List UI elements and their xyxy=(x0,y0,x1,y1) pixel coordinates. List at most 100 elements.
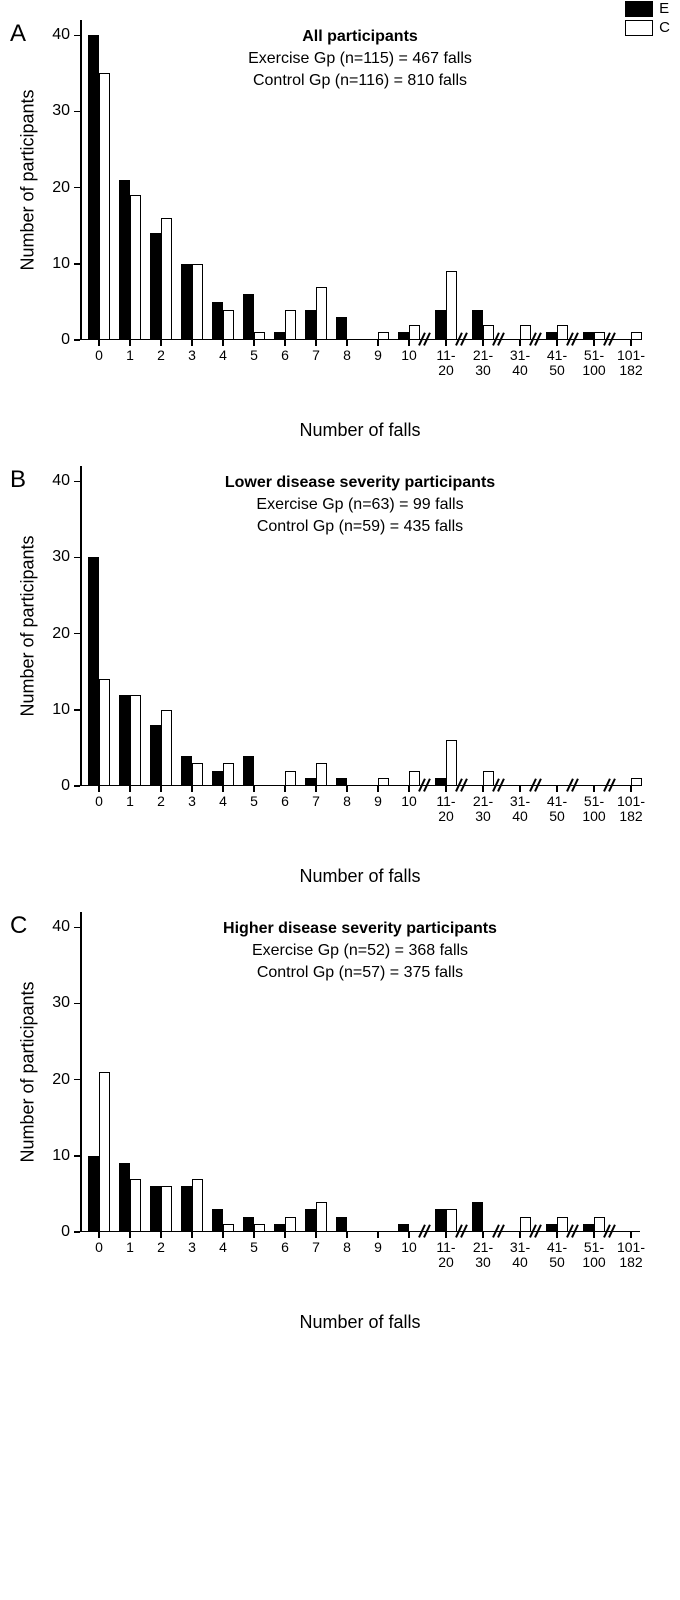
title-line2: Exercise Gp (n=52) = 368 falls xyxy=(252,942,468,959)
x-tick xyxy=(315,786,317,792)
y-tick-label: 0 xyxy=(61,331,70,349)
y-tick xyxy=(74,35,80,37)
axis-break xyxy=(532,778,546,792)
bar-e xyxy=(243,1217,254,1232)
x-tick xyxy=(253,1232,255,1238)
bar-c xyxy=(130,1179,141,1232)
y-tick-label: 30 xyxy=(52,994,70,1012)
x-tick xyxy=(593,786,595,792)
x-tick-label: 3 xyxy=(188,348,196,363)
x-tick-label: 5 xyxy=(250,1240,258,1255)
y-axis-line xyxy=(80,466,82,786)
x-tick xyxy=(191,340,193,346)
bar-e xyxy=(274,332,285,340)
x-tick-label: 8 xyxy=(343,348,351,363)
bar-c xyxy=(594,1217,605,1232)
x-tick-label: 11- 20 xyxy=(436,1240,455,1271)
panel-letter: B xyxy=(10,466,26,494)
bar-c xyxy=(483,325,494,340)
legend-label: C xyxy=(659,19,670,36)
bar-c xyxy=(254,332,265,340)
y-tick xyxy=(74,633,80,635)
x-tick xyxy=(482,340,484,346)
x-tick xyxy=(253,786,255,792)
axis-break xyxy=(606,332,620,346)
x-tick-label: 7 xyxy=(312,1240,320,1255)
legend-item: E xyxy=(625,0,670,17)
bar-c xyxy=(520,1217,531,1232)
bar-c xyxy=(99,73,110,340)
bar-e xyxy=(336,778,347,786)
x-tick-label: 0 xyxy=(95,348,103,363)
y-tick-label: 40 xyxy=(52,918,70,936)
bar-c xyxy=(378,332,389,340)
x-tick-label: 10 xyxy=(401,348,417,363)
y-tick-label: 30 xyxy=(52,548,70,566)
bar-e xyxy=(88,35,99,340)
bar-c xyxy=(409,771,420,786)
bar-c xyxy=(161,1186,172,1232)
y-tick xyxy=(74,1231,80,1233)
axis-break xyxy=(569,778,583,792)
bar-e xyxy=(181,264,192,340)
x-tick xyxy=(129,1232,131,1238)
bar-c xyxy=(99,679,110,786)
panel-letter: A xyxy=(10,20,26,48)
x-tick xyxy=(315,340,317,346)
panel-letter: C xyxy=(10,912,27,940)
x-tick xyxy=(556,340,558,346)
x-tick xyxy=(593,1232,595,1238)
panel-A: A 010203040Number of participantsAll part… xyxy=(10,20,650,441)
bar-c xyxy=(192,264,203,340)
bar-e xyxy=(546,332,557,340)
bar-e xyxy=(336,1217,347,1232)
x-tick-label: 101- 182 xyxy=(617,348,645,379)
bar-c xyxy=(223,763,234,786)
title-line2: Exercise Gp (n=115) = 467 falls xyxy=(248,50,472,67)
axis-break xyxy=(606,778,620,792)
x-tick-label: 31- 40 xyxy=(510,348,530,379)
x-tick-label: 8 xyxy=(343,1240,351,1255)
bar-c xyxy=(223,310,234,340)
bar-e xyxy=(546,1224,557,1232)
title-bold: Higher disease severity participants xyxy=(223,920,497,937)
x-tick-label: 7 xyxy=(312,794,320,809)
x-tick-label: 2 xyxy=(157,348,165,363)
bar-e xyxy=(274,1224,285,1232)
x-tick xyxy=(98,340,100,346)
chart-title: Higher disease severity participants Exer… xyxy=(223,918,497,983)
bar-e xyxy=(243,294,254,340)
bar-e xyxy=(150,233,161,340)
x-tick xyxy=(191,1232,193,1238)
y-tick-label: 30 xyxy=(52,102,70,120)
bar-c xyxy=(631,332,642,340)
x-tick xyxy=(222,786,224,792)
axis-break xyxy=(532,1224,546,1238)
bar-e xyxy=(336,317,347,340)
x-tick-label: 6 xyxy=(281,1240,289,1255)
x-tick xyxy=(377,340,379,346)
bar-c xyxy=(316,1202,327,1232)
x-axis-title: Number of falls xyxy=(80,420,640,441)
x-tick xyxy=(408,340,410,346)
bar-c xyxy=(254,1224,265,1232)
panels-host: A 010203040Number of participantsAll part… xyxy=(0,20,680,1333)
x-tick xyxy=(129,340,131,346)
bar-e xyxy=(472,1202,483,1232)
bar-c xyxy=(631,778,642,786)
x-tick-label: 11- 20 xyxy=(436,794,455,825)
x-tick-label: 21- 30 xyxy=(473,794,493,825)
x-tick xyxy=(556,1232,558,1238)
bar-e xyxy=(305,310,316,340)
y-tick xyxy=(74,187,80,189)
y-axis-line xyxy=(80,912,82,1232)
y-tick-label: 40 xyxy=(52,26,70,44)
x-tick xyxy=(408,786,410,792)
bar-c xyxy=(409,325,420,340)
plot-region: 010203040Number of participantsAll parti… xyxy=(80,20,640,340)
x-tick-label: 41- 50 xyxy=(547,1240,567,1271)
x-tick-label: 51- 100 xyxy=(582,1240,605,1271)
x-tick-label: 5 xyxy=(250,348,258,363)
x-tick-label: 1 xyxy=(126,348,134,363)
y-tick xyxy=(74,927,80,929)
